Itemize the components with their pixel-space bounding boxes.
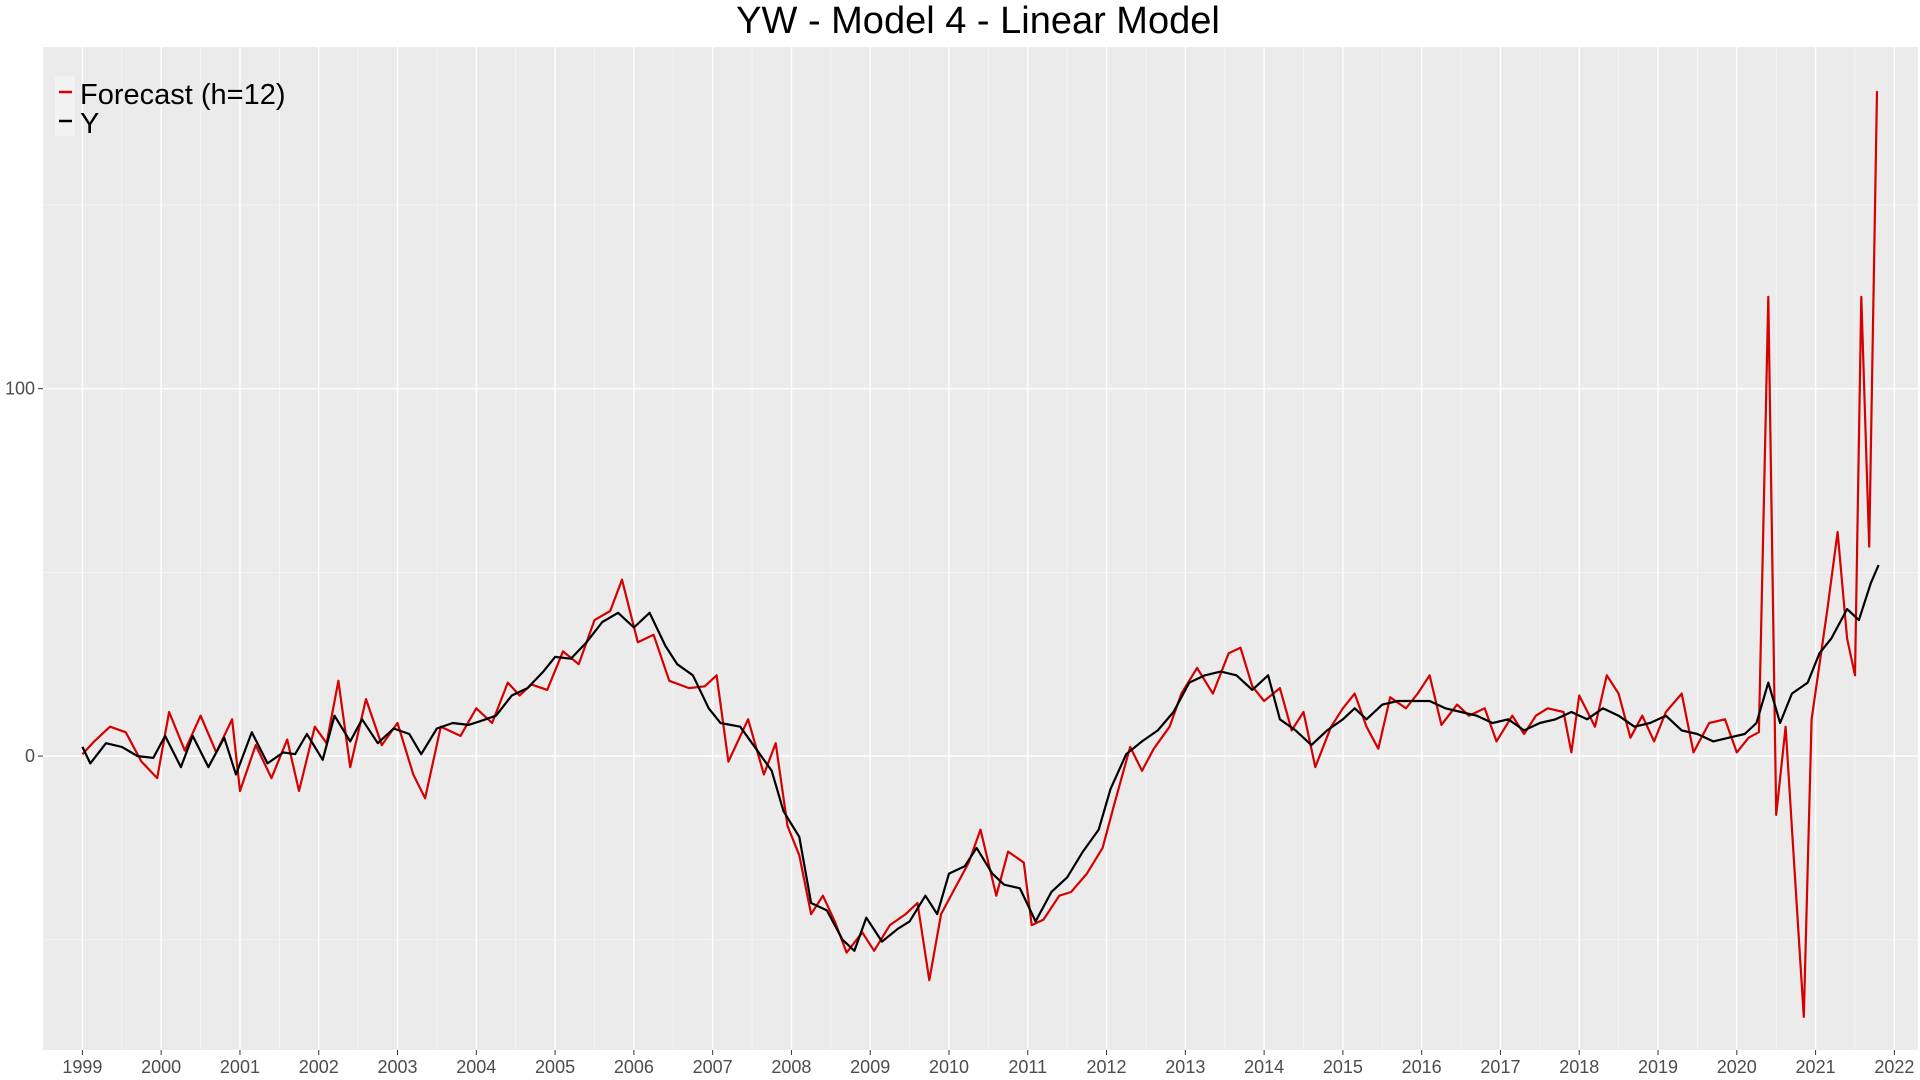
x-tick-label: 2004	[456, 1057, 496, 1077]
x-tick-label: 2009	[850, 1057, 890, 1077]
y-tick-label: 0	[25, 746, 35, 766]
legend-label-y: Y	[80, 108, 99, 140]
x-tick-label: 2019	[1638, 1057, 1678, 1077]
x-tick-label: 2000	[141, 1057, 181, 1077]
y-tick-label: 100	[5, 379, 35, 399]
x-tick-label: 1999	[62, 1057, 102, 1077]
x-tick-label: 2017	[1480, 1057, 1520, 1077]
x-tick-label: 2007	[693, 1057, 733, 1077]
x-tick-label: 2013	[1165, 1057, 1205, 1077]
x-tick-label: 2014	[1244, 1057, 1284, 1077]
x-tick-label: 2003	[377, 1057, 417, 1077]
x-tick-label: 2022	[1874, 1057, 1914, 1077]
x-tick-label: 2021	[1796, 1057, 1836, 1077]
x-tick-label: 2012	[1087, 1057, 1127, 1077]
legend-label-forecast: Forecast (h=12)	[80, 79, 286, 111]
x-tick-label: 2002	[299, 1057, 339, 1077]
x-tick-label: 2006	[614, 1057, 654, 1077]
legend-background	[55, 76, 75, 136]
x-tick-label: 2020	[1717, 1057, 1757, 1077]
x-tick-label: 2005	[535, 1057, 575, 1077]
plot-background	[43, 47, 1918, 1050]
x-tick-label: 2001	[220, 1057, 260, 1077]
x-tick-label: 2018	[1559, 1057, 1599, 1077]
x-tick-label: 2015	[1323, 1057, 1363, 1077]
series-line-forecast	[81, 91, 1879, 1018]
x-tick-label: 2010	[929, 1057, 969, 1077]
series-line-y	[81, 564, 1880, 952]
x-tick-label: 2016	[1402, 1057, 1442, 1077]
grid-lines	[43, 47, 1918, 1050]
series-lines	[81, 91, 1880, 1018]
legend: Forecast (h=12) Y	[55, 76, 286, 140]
axes: 1999 2000 2001 2002 2003 2004 2005 2006 2007 2008…	[5, 379, 1914, 1077]
chart-title: YW - Model 4 - Linear Model	[736, 0, 1220, 42]
x-tick-label: 2008	[771, 1057, 811, 1077]
x-tick-label: 2011	[1008, 1057, 1047, 1077]
